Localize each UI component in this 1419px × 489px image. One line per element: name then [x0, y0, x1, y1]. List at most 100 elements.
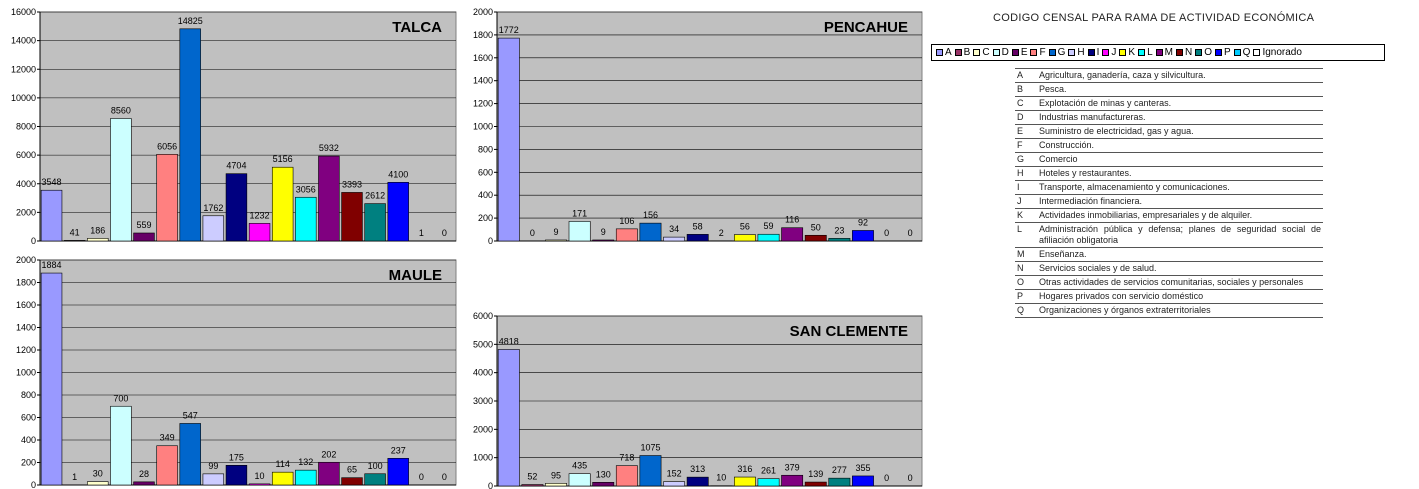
data-label: 52 — [527, 472, 537, 482]
data-label: 58 — [693, 221, 703, 231]
y-tick-label: 0 — [31, 480, 36, 489]
data-label: 559 — [136, 220, 151, 230]
bar-m — [318, 155, 340, 242]
data-label: 1075 — [640, 443, 660, 453]
code-row: H Hoteles y restaurantes. — [1015, 166, 1323, 181]
bar-e — [592, 482, 615, 487]
code-description: Explotación de minas y canteras. — [1037, 96, 1323, 111]
bar-c — [545, 239, 567, 242]
data-label: 0 — [908, 473, 913, 483]
bar-m — [781, 474, 804, 487]
data-label: 9 — [554, 227, 559, 237]
bar-h — [202, 215, 225, 242]
bar-k — [271, 471, 294, 486]
y-tick-label: 1200 — [473, 99, 493, 109]
data-label: 114 — [275, 459, 289, 469]
legend-item: L — [1138, 47, 1153, 58]
data-label: 23 — [834, 225, 844, 235]
data-label: 99 — [208, 461, 218, 471]
legend-item: M — [1155, 47, 1173, 58]
legend-title: CODIGO CENSAL PARA RAMA DE ACTIVIDAD ECO… — [993, 12, 1315, 24]
y-tick-label: 800 — [478, 144, 493, 154]
legend-label: B — [963, 47, 971, 58]
bar-o — [364, 203, 386, 242]
legend-label: D — [1001, 47, 1009, 58]
bar-m — [781, 227, 804, 242]
bar-c — [87, 481, 109, 486]
legend-label: O — [1204, 47, 1212, 58]
bar-a — [40, 189, 63, 242]
bar-f — [615, 228, 638, 242]
data-label: 0 — [442, 472, 447, 482]
legend-swatch — [992, 49, 1000, 56]
bar-e — [592, 239, 615, 242]
legend-label: Q — [1242, 47, 1251, 58]
data-label: 1232 — [250, 210, 270, 220]
legend-swatch — [1030, 49, 1038, 56]
code-letter: H — [1015, 166, 1037, 181]
y-tick-label: 6000 — [16, 150, 36, 160]
legend-label: J — [1111, 47, 1117, 58]
legend-swatch — [1138, 49, 1146, 56]
chart-san-clemente: 0 1000 2000 3000 4000 5000 6000 4818 52 95 435 130 7… — [460, 308, 925, 489]
legend-strip: A B C D E F G H I J K L M N O P Q Ignorado — [931, 44, 1385, 61]
legend-label: A — [945, 47, 952, 58]
code-letter: B — [1015, 82, 1037, 97]
bar-n — [341, 192, 363, 242]
data-label: 547 — [183, 410, 198, 420]
bar-o — [828, 477, 851, 487]
data-label: 5156 — [273, 154, 293, 164]
y-tick-label: 0 — [488, 236, 493, 246]
y-tick-label: 0 — [31, 236, 36, 246]
code-description: Enseñanza. — [1037, 247, 1323, 262]
chart-svg: 0 2000 4000 6000 8000 10000 12000 14000 16000 354… — [11, 7, 457, 246]
bar-g — [639, 455, 662, 487]
data-label: 202 — [321, 449, 336, 459]
y-tick-label: 12000 — [11, 64, 36, 74]
legend-label: M — [1164, 47, 1173, 58]
bar-f — [615, 465, 638, 487]
chart-title: TALCA — [392, 19, 442, 36]
y-tick-label: 10000 — [11, 93, 36, 103]
legend-swatch — [1253, 49, 1261, 56]
chart-title: MAULE — [389, 267, 442, 284]
y-tick-label: 400 — [478, 190, 493, 200]
data-label: 0 — [442, 228, 447, 238]
data-label: 0 — [884, 228, 889, 238]
code-letter: N — [1015, 261, 1037, 276]
y-tick-label: 200 — [478, 213, 493, 223]
data-label: 0 — [884, 473, 889, 483]
y-tick-label: 1200 — [16, 345, 36, 355]
data-label: 261 — [761, 466, 776, 476]
data-label: 718 — [619, 453, 634, 463]
legend-item: Q — [1233, 47, 1251, 58]
code-row: Q Organizaciones y órganos extraterritori… — [1015, 303, 1323, 318]
legend-label: H — [1077, 47, 1085, 58]
code-row: A Agricultura, ganadería, caza y silvicul… — [1015, 68, 1323, 83]
data-label: 5932 — [319, 143, 339, 153]
chart-maule: 0 200 400 600 800 1000 1200 1400 1600 1800 2000 188… — [0, 250, 460, 489]
bar-h — [202, 473, 225, 486]
code-row: M Enseñanza. — [1015, 247, 1323, 262]
data-label: 277 — [832, 465, 847, 475]
legend-swatch — [1214, 49, 1222, 56]
legend-label: K — [1128, 47, 1136, 58]
legend-swatch — [1119, 49, 1127, 56]
bar-d — [110, 118, 132, 242]
data-label: 6056 — [157, 141, 177, 151]
legend-item: K — [1119, 47, 1135, 58]
y-tick-label: 1800 — [16, 278, 36, 288]
bar-n — [341, 477, 363, 486]
legend-item: G — [1048, 47, 1065, 58]
data-label: 3056 — [296, 184, 316, 194]
legend-item: O — [1195, 47, 1212, 58]
code-row: G Comercio — [1015, 152, 1323, 167]
legend-label: P — [1223, 47, 1231, 58]
data-label: 1 — [419, 228, 424, 238]
data-label: 0 — [419, 472, 424, 482]
bar-e — [133, 481, 155, 486]
chart-title: SAN CLEMENTE — [790, 323, 908, 340]
y-tick-label: 2000 — [473, 424, 493, 434]
code-row: E Suministro de electricidad, gas y agua. — [1015, 124, 1323, 139]
data-label: 139 — [808, 469, 823, 479]
